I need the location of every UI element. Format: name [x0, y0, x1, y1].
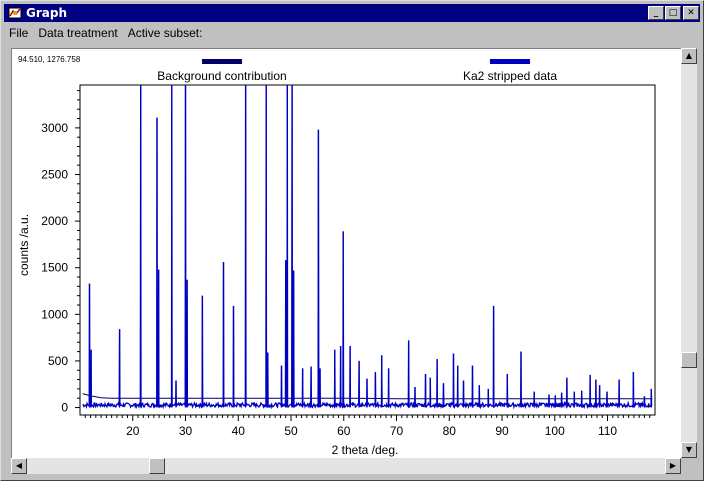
horizontal-scroll-thumb[interactable] — [149, 458, 165, 474]
close-button[interactable]: ✕ — [683, 6, 699, 20]
y-tick-label: 0 — [61, 401, 68, 415]
x-axis-label: 2 theta /deg. — [332, 443, 399, 457]
x-tick-label: 70 — [390, 424, 404, 438]
graph-canvas[interactable]: 94.510, 1276.758 Background contribution… — [11, 48, 682, 459]
y-tick-label: 2500 — [41, 167, 68, 181]
x-tick-label: 60 — [337, 424, 351, 438]
background-series-line — [82, 393, 653, 400]
vertical-scrollbar[interactable]: ▲ ▼ — [681, 48, 697, 458]
scrollbar-corner — [681, 458, 697, 474]
menu-active-subset[interactable]: Active subset: — [127, 26, 203, 40]
scroll-up-icon[interactable]: ▲ — [681, 48, 697, 64]
x-tick-label: 100 — [545, 424, 565, 438]
x-tick-label: 80 — [443, 424, 457, 438]
app-icon — [8, 7, 22, 19]
scroll-down-icon[interactable]: ▼ — [681, 442, 697, 458]
legend-swatch-ka2 — [490, 59, 530, 64]
legend-label-ka2: Ka2 stripped data — [463, 69, 557, 83]
scroll-left-icon[interactable]: ◀ — [11, 458, 27, 474]
y-tick-label: 500 — [48, 354, 68, 368]
minimize-button[interactable]: _ — [648, 6, 664, 20]
menu-bar: File Data treatment Active subset: — [4, 24, 207, 42]
xrd-chart[interactable]: 94.510, 1276.758 Background contribution… — [12, 49, 682, 459]
plot-frame — [79, 84, 656, 416]
vertical-scroll-thumb[interactable] — [681, 352, 697, 368]
horizontal-scrollbar[interactable]: ◀ ▶ — [11, 458, 681, 474]
legend-label-background: Background contribution — [157, 69, 286, 83]
y-tick-label: 2000 — [41, 214, 68, 228]
x-tick-label: 30 — [179, 424, 193, 438]
ka2-series-line — [82, 84, 653, 410]
y-axis-label: counts /a.u. — [17, 214, 31, 276]
x-tick-label: 90 — [495, 424, 509, 438]
title-bar[interactable]: Graph _ □ ✕ — [4, 4, 700, 22]
x-tick-label: 40 — [232, 424, 246, 438]
menu-data-treatment[interactable]: Data treatment — [38, 26, 118, 40]
y-tick-label: 3000 — [41, 121, 68, 135]
y-tick-label: 1500 — [41, 261, 68, 275]
legend-swatch-background — [202, 59, 242, 64]
plot-area: 0 500 1000 1500 2000 2500 3000 20 30 40 50 60 70 80 90… — [41, 84, 656, 438]
y-tick-label: 1000 — [41, 307, 68, 321]
scroll-right-icon[interactable]: ▶ — [665, 458, 681, 474]
cursor-readout: 94.510, 1276.758 — [18, 55, 81, 64]
menu-file[interactable]: File — [9, 26, 29, 40]
x-tick-label: 50 — [284, 424, 298, 438]
window-title: Graph — [26, 6, 67, 20]
x-tick-label: 110 — [598, 424, 617, 438]
x-tick-label: 20 — [126, 424, 140, 438]
maximize-button[interactable]: □ — [665, 6, 681, 20]
